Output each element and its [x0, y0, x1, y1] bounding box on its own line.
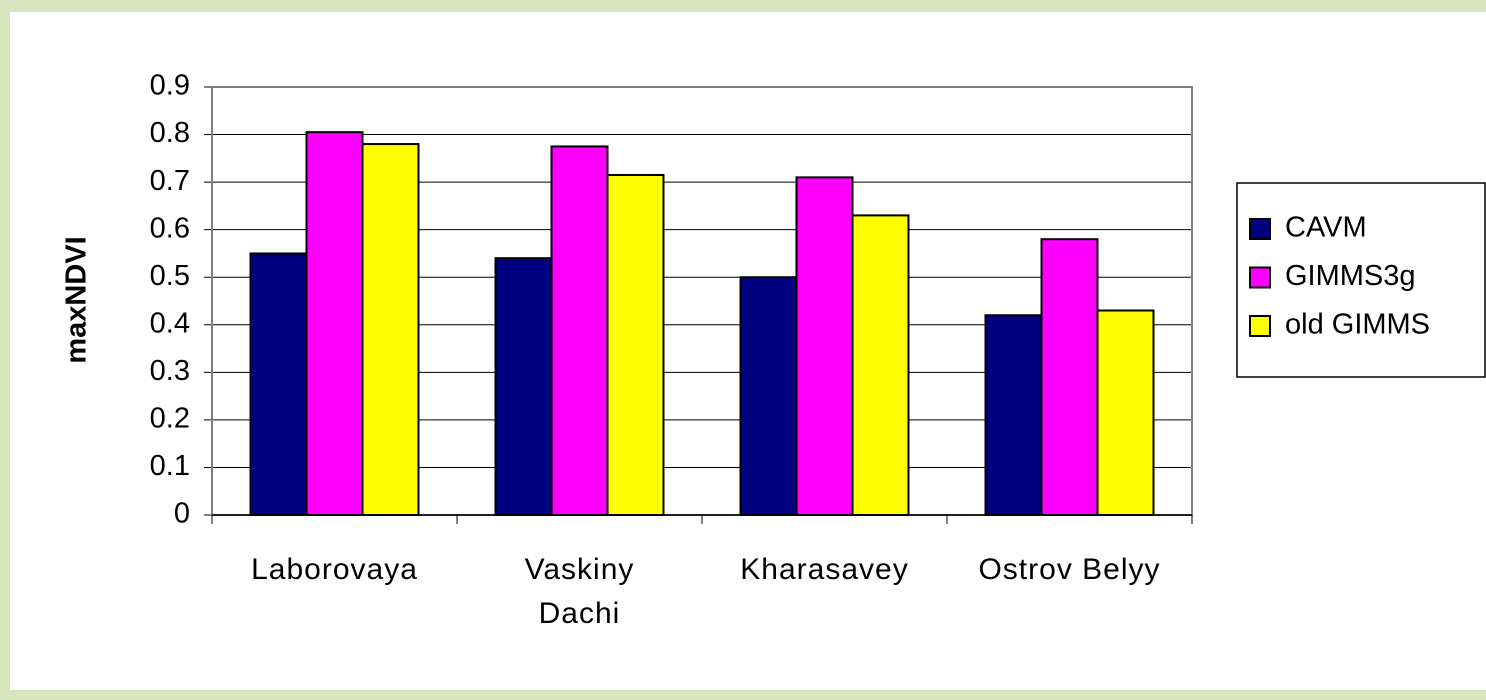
y-tick-label: 0.9 [150, 70, 190, 102]
legend-label: CAVM [1285, 212, 1367, 244]
y-tick-label: 0.1 [150, 450, 190, 482]
x-tick-label: Vaskiny Dachi [524, 553, 635, 630]
y-tick-label: 0.4 [150, 307, 190, 339]
bar [494, 257, 553, 516]
bar [851, 214, 910, 516]
y-tick-label: 0.2 [150, 403, 190, 435]
bar [249, 252, 308, 516]
y-tick-label: 0 [174, 498, 190, 530]
y-axis-title: maxNDVI [61, 236, 93, 363]
bar [606, 173, 665, 516]
bar [550, 145, 609, 516]
bar [1096, 309, 1155, 516]
y-tick-label: 0.8 [150, 117, 190, 149]
y-tick-label: 0.3 [150, 355, 190, 387]
x-tick-label: Ostrov Belyy [978, 553, 1161, 586]
y-tick-label: 0.5 [150, 260, 190, 292]
bar [795, 176, 854, 516]
legend-box [1236, 182, 1486, 378]
bar [305, 131, 364, 517]
legend-label: GIMMS3g [1285, 260, 1416, 292]
legend-swatch [1249, 315, 1271, 337]
x-tick-label: Kharasavey [740, 553, 909, 586]
legend-label: old GIMMS [1285, 309, 1430, 341]
bar [984, 314, 1043, 516]
x-tick-label: Laborovaya [251, 553, 418, 586]
bar [739, 276, 798, 516]
legend-swatch [1249, 266, 1271, 289]
y-tick-label: 0.6 [150, 212, 190, 244]
bar [361, 143, 420, 516]
bar [1040, 238, 1099, 517]
legend-swatch [1249, 218, 1271, 240]
y-tick-label: 0.7 [150, 165, 190, 197]
